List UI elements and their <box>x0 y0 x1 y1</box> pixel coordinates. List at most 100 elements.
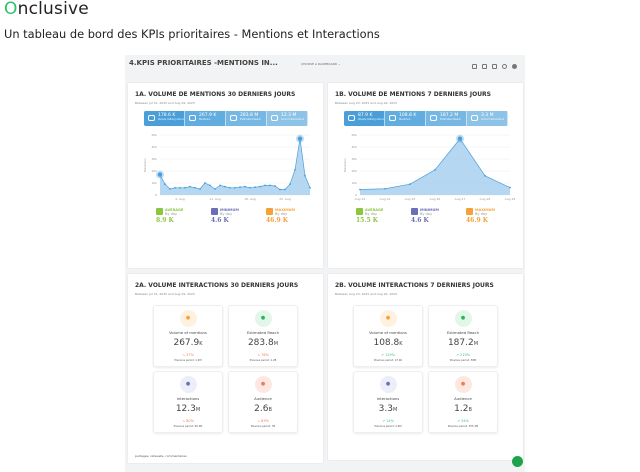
gear-icon[interactable] <box>512 64 517 69</box>
panel-date-range: Between Jul 31, 2025 and Aug 29, 2025 <box>135 101 195 105</box>
data-point <box>289 183 291 186</box>
stat-icon <box>211 208 218 215</box>
stat-icon <box>411 208 418 215</box>
data-point <box>279 188 281 191</box>
data-point <box>199 188 201 190</box>
onclusive-logo: Onclusive <box>4 0 89 19</box>
settings-icon[interactable] <box>502 64 507 69</box>
kpi-card: ● Audience 1.2B ↗ 34% Previous period: 8… <box>428 371 498 433</box>
stat-average: AVERAGE By day 15.5 K <box>356 208 384 224</box>
kpi-item: 283.8 M Estimated Reach <box>226 111 267 126</box>
dashboard-title: 4.KPIS PRIORITAIRES -MENTIONS IN... <box>129 59 278 67</box>
y-tick-label: 10k <box>351 181 357 185</box>
y-tick-label: 10k <box>151 181 157 185</box>
y-tick-label: 20k <box>151 169 157 173</box>
kpi-item: 267.9 K Mentions <box>185 111 226 126</box>
data-point <box>269 184 271 187</box>
data-point <box>214 188 216 190</box>
panel-date-range: Between Jul 31, 2025 and Aug 29, 2025 <box>135 292 195 296</box>
kpi-icon <box>230 115 237 121</box>
page-title: Un tableau de bord des KPIs prioritaires… <box>4 27 380 41</box>
x-tick-label: Aug 24 <box>380 197 391 201</box>
kpi-card: ● Volume of mentions 267.9K ↘ 37% Previo… <box>153 305 223 367</box>
kpi-card-icon: ● <box>256 378 270 391</box>
change-indicator: ↗ 14% <box>382 419 394 423</box>
kpi-card-icon: ● <box>456 312 470 325</box>
y-tick-label: 0 <box>155 193 157 197</box>
data-point <box>244 185 246 188</box>
data-point <box>229 186 231 189</box>
data-point <box>169 188 171 190</box>
x-tick-label: 25. Aug <box>279 197 291 201</box>
data-point <box>189 185 191 188</box>
data-point <box>157 172 163 177</box>
kpi-icon <box>189 115 196 121</box>
kpi-item: 108.8 K Mentions <box>385 111 426 126</box>
kpi-item: 187.2 M Estimated Reach <box>426 111 467 126</box>
kpi-card-icon: ● <box>181 312 195 325</box>
image-icon[interactable] <box>492 64 497 69</box>
kpi-card-icon: ● <box>381 378 395 391</box>
x-tick-label: Aug 25 <box>405 197 416 201</box>
dashboard-selector[interactable]: CHOOSE A DASHBOARD ⌄ <box>301 62 341 66</box>
x-tick-label: Aug 23 <box>355 197 366 201</box>
data-point <box>179 186 181 189</box>
data-point <box>259 185 261 188</box>
panel-2: 2A. VOLUME INTERACTIONS 30 DERNIERS JOUR… <box>128 274 323 463</box>
data-point <box>284 188 286 191</box>
data-point <box>234 186 236 189</box>
stats-row: AVERAGE By day 15.5 K MINIMUM By day 4.6 K MAX… <box>356 208 506 224</box>
data-point <box>509 186 511 189</box>
mentions-chart: 0 10k 20k 30k 40k 50k Mentions Aug 23 Aug 24 Aug … <box>343 133 515 201</box>
change-indicator: ↘ 76% <box>257 353 269 357</box>
change-indicator: ↘ 37% <box>182 353 194 357</box>
panel-3: 2B. VOLUME INTERACTIONS 7 DERNIERS JOURS… <box>328 274 523 460</box>
stat-icon <box>156 208 163 215</box>
kpi-card: ● Interactions 3.3M ↗ 14% Previous perio… <box>353 371 423 433</box>
kpi-card: ● Interactions 12.3M ↘ 80% Previous peri… <box>153 371 223 433</box>
series-line <box>159 138 311 190</box>
data-point <box>384 187 386 190</box>
kpi-icon <box>430 115 437 121</box>
kpi-banner: 178.6 K People Talking about 267.9 K Mentio… <box>144 111 308 126</box>
y-tick-label: 40k <box>351 145 357 149</box>
kpi-card-icon: ● <box>181 378 195 391</box>
panel-title: 1A. VOLUME DE MENTIONS 30 DERNIERS JOURS <box>135 91 296 98</box>
y-axis-label: Mentions <box>143 158 147 172</box>
kpi-item: 3.3 M Social Interactions <box>467 111 508 126</box>
kpi-item: 87.9 K People Talking about <box>344 111 385 126</box>
data-point <box>254 186 256 189</box>
mentions-chart: 0 10k 20k 30k 40k 50k Mentions 4. Aug 11. Aug 18.… <box>143 133 311 201</box>
chat-button[interactable] <box>512 456 523 467</box>
data-point <box>239 186 241 189</box>
data-point <box>184 186 186 189</box>
data-point <box>174 186 176 189</box>
x-tick-label: Aug 26 <box>430 197 441 201</box>
panel-date-range: Between Aug 23, 2025 and Aug 29, 2025 <box>335 101 397 105</box>
data-point <box>264 184 266 187</box>
x-tick-label: 18. Aug <box>244 197 256 201</box>
y-tick-label: 50k <box>151 133 157 137</box>
download-icon[interactable] <box>482 64 487 69</box>
panel-1: 1B. VOLUME DE MENTIONS 7 DERNIERS JOURS … <box>328 83 523 268</box>
y-axis-label: Mentions <box>343 158 347 172</box>
stats-row: AVERAGE By day 8.9 K MINIMUM By day 4.6 K MAXI… <box>156 208 306 224</box>
kpi-card-icon: ● <box>456 378 470 391</box>
x-tick-label: Aug 27 <box>455 197 466 201</box>
y-tick-label: 50k <box>351 133 357 137</box>
panel-title: 2B. VOLUME INTERACTIONS 7 DERNIERS JOURS <box>335 282 494 289</box>
y-tick-label: 0 <box>355 193 357 197</box>
kpi-card: ● Volume of mentions 108.8K ↗ 129% Previ… <box>353 305 423 367</box>
stat-maximum: MAXIMUM By day 46.9 K <box>466 208 496 224</box>
x-tick-label: 4. Aug <box>175 197 185 201</box>
panel-0: 1A. VOLUME DE MENTIONS 30 DERNIERS JOURS… <box>128 83 323 268</box>
y-tick-label: 20k <box>351 169 357 173</box>
x-tick-label: Aug 29 <box>505 197 515 201</box>
kpi-card: ● Estimated Reach 187.2M ↗ 219% Previous… <box>428 305 498 367</box>
stat-minimum: MINIMUM By day 4.6 K <box>211 208 239 224</box>
stat-icon <box>356 208 363 215</box>
change-indicator: ↗ 34% <box>457 419 469 423</box>
toolbar <box>472 64 517 69</box>
data-point <box>484 174 486 177</box>
calendar-icon[interactable] <box>472 64 477 69</box>
